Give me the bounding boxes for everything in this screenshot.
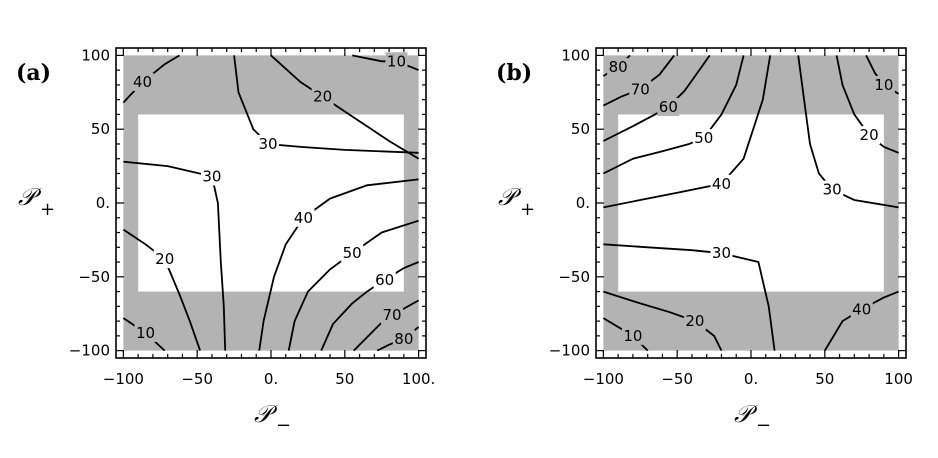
contour-label: 80: [609, 58, 628, 76]
contour-label: 80: [394, 330, 413, 348]
y-tick-label: 50: [91, 120, 110, 138]
contour-label: 20: [155, 250, 174, 268]
y-axis-title: 𝒫: [498, 183, 522, 211]
contour-label-bg: [153, 250, 176, 269]
contour-label-bg: [385, 52, 408, 71]
x-axis-title: 𝒫: [734, 400, 758, 428]
contour-label: 70: [383, 306, 402, 324]
contour-label: 70: [631, 80, 650, 98]
contour-label: 30: [259, 135, 278, 153]
contour-label-bg: [710, 244, 733, 263]
x-tick-label: −50: [661, 370, 693, 388]
contour-label-bg: [710, 174, 733, 193]
contour-label-bg: [392, 329, 415, 348]
contour-label-bg: [311, 87, 334, 106]
contour-line-50: [287, 219, 419, 351]
contour-label: 60: [659, 98, 678, 116]
contour-label-bg: [131, 72, 154, 91]
x-tick-label: −100: [583, 370, 624, 388]
contour-label-bg: [858, 126, 881, 145]
y-tick-label: 100: [81, 46, 110, 64]
contour-line-60: [320, 261, 419, 351]
x-tick-label: 50: [335, 370, 354, 388]
x-tick-label: −50: [181, 370, 213, 388]
contour-label-bg: [200, 167, 223, 186]
y-axis-subscript: +: [520, 199, 535, 220]
contour-label-bg: [257, 134, 280, 153]
contour-label-bg: [657, 98, 680, 117]
contour-label-bg: [821, 180, 844, 199]
contour-label: 50: [343, 244, 362, 262]
x-axis-subscript: −: [756, 415, 771, 436]
contour-line-40: [122, 54, 180, 104]
x-tick-label: 100.: [402, 370, 435, 388]
y-tick-label: −100: [549, 342, 590, 360]
y-tick-label: 0.: [96, 194, 110, 212]
y-axis-subscript: +: [40, 199, 55, 220]
contour-line-30: [797, 55, 899, 209]
x-tick-label: 0.: [264, 370, 278, 388]
contour-label-bg: [692, 129, 715, 148]
x-tick-label: 50: [815, 370, 834, 388]
contour-label-bg: [850, 300, 873, 319]
contour-label: 40: [852, 300, 871, 318]
x-axis-title: 𝒫: [254, 400, 278, 428]
x-tick-label: −100: [103, 370, 144, 388]
contour-label: 40: [712, 175, 731, 193]
contour-label: 10: [387, 52, 406, 70]
contour-line-30: [123, 160, 227, 351]
contour-line-20: [270, 54, 420, 160]
contour-label: 60: [375, 271, 394, 289]
x-tick-label: 100: [884, 370, 913, 388]
contour-label: 30: [823, 181, 842, 199]
contour-label: 20: [685, 312, 704, 330]
y-tick-label: 50: [571, 120, 590, 138]
unshaded-region: [618, 114, 884, 292]
contour-label: 30: [202, 167, 221, 185]
contour-line-40: [258, 178, 419, 351]
contour-label-bg: [381, 306, 404, 325]
contour-label-bg: [373, 270, 396, 289]
contour-label-bg: [341, 244, 364, 263]
y-tick-label: 100: [561, 46, 590, 64]
contour-label: 10: [136, 324, 155, 342]
panel-label: (a): [16, 60, 51, 86]
y-axis-title: 𝒫: [18, 183, 42, 211]
contour-label: 10: [874, 76, 893, 94]
x-axis-subscript: −: [276, 415, 291, 436]
y-tick-label: −100: [69, 342, 110, 360]
contour-label-bg: [683, 312, 706, 331]
contour-label: 10: [623, 327, 642, 345]
y-tick-label: −50: [558, 268, 590, 286]
contour-label: 20: [860, 126, 879, 144]
contour-label: 50: [694, 129, 713, 147]
x-tick-label: 0.: [744, 370, 758, 388]
contour-line-20: [122, 228, 201, 351]
contour-label: 40: [294, 209, 313, 227]
contour-label: 40: [133, 73, 152, 91]
contour-label-bg: [134, 323, 157, 342]
contour-line-20: [835, 55, 899, 154]
y-tick-label: 0.: [576, 194, 590, 212]
contour-label-bg: [621, 326, 644, 345]
contour-label: 30: [712, 244, 731, 262]
contour-line-20: [603, 290, 723, 352]
contour-label: 20: [313, 88, 332, 106]
contour-label-bg: [292, 208, 315, 227]
contour-label-bg: [629, 80, 652, 99]
contour-label-bg: [872, 75, 895, 94]
panel-label: (b): [496, 60, 532, 86]
contour-label-bg: [607, 58, 630, 77]
y-tick-label: −50: [78, 268, 110, 286]
